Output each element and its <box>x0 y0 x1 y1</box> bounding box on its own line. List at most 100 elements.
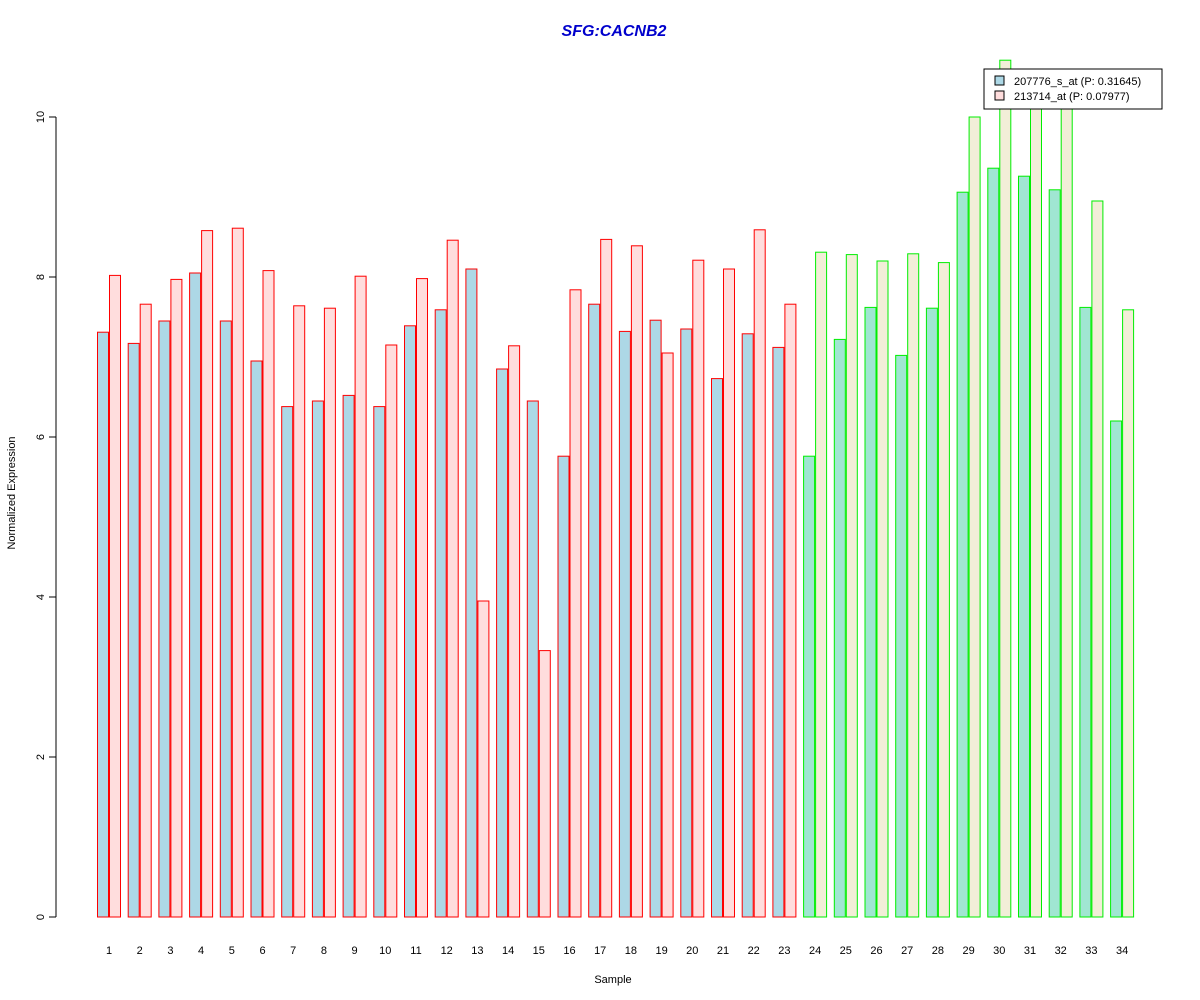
bar-series-1 <box>281 406 294 918</box>
x-tick-label: 26 <box>870 945 882 957</box>
x-tick-label: 17 <box>594 945 606 957</box>
bar-series-2 <box>323 307 336 918</box>
x-tick-label: 27 <box>901 945 913 957</box>
x-tick-label: 32 <box>1055 945 1067 957</box>
bar-series-2 <box>477 600 490 918</box>
bar-series-1 <box>680 328 693 918</box>
bar-series-1 <box>956 191 969 918</box>
bar-series-2 <box>201 230 214 918</box>
bar-series-2 <box>1060 94 1073 918</box>
bar-series-1 <box>434 309 447 918</box>
bar-series-1 <box>1110 420 1123 918</box>
y-tick-label: 10 <box>35 111 47 123</box>
x-tick-label: 18 <box>625 945 637 957</box>
chart-title: SFG:CACNB2 <box>562 23 667 40</box>
bar-series-2 <box>416 278 428 918</box>
x-tick-label: 7 <box>290 945 296 957</box>
bar-series-1 <box>219 320 232 918</box>
bar-series-2 <box>1091 200 1104 918</box>
x-tick-label: 16 <box>563 945 575 957</box>
bar-series-2 <box>139 303 152 918</box>
bar-series-1 <box>158 320 171 918</box>
y-tick-label: 6 <box>35 434 47 440</box>
bar-series-2 <box>354 275 367 918</box>
bar-series-1 <box>1048 189 1061 918</box>
bar-series-1 <box>404 325 416 918</box>
x-tick-label: 34 <box>1116 945 1128 957</box>
y-axis-label: Normalized Expression <box>6 436 18 549</box>
bar-series-1 <box>311 400 324 918</box>
legend-swatch-series-2 <box>994 90 1005 101</box>
y-tick-label: 4 <box>35 594 47 600</box>
bar-series-1 <box>526 400 539 918</box>
x-tick-label: 28 <box>932 945 944 957</box>
bar-series-1 <box>987 167 1000 918</box>
x-tick-label: 33 <box>1085 945 1097 957</box>
bar-series-1 <box>127 342 140 918</box>
legend-label-series-1: 207776_s_at (P: 0.31645) <box>1014 76 1141 88</box>
bar-series-2 <box>784 303 797 918</box>
bar-series-1 <box>1079 306 1092 918</box>
x-tick-label: 10 <box>379 945 391 957</box>
bar-series-1 <box>97 331 109 918</box>
bar-series-2 <box>999 59 1012 918</box>
bar-series-1 <box>588 303 601 918</box>
bar-series-2 <box>170 278 183 918</box>
bar-series-2 <box>600 238 613 918</box>
bar-series-2 <box>845 254 858 918</box>
bar-series-2 <box>937 262 950 918</box>
bar-series-2 <box>538 650 551 918</box>
bar-series-1 <box>1018 175 1030 918</box>
x-tick-label: 4 <box>198 945 204 957</box>
bar-series-1 <box>649 319 662 918</box>
x-tick-label: 30 <box>993 945 1005 957</box>
x-tick-labels: 1 2 3 4 5 6 7 8 9 10 11 12 13 14 15 16 17 18 19 20 21 22 23 24 2… <box>106 945 1128 957</box>
x-tick-label: 25 <box>840 945 852 957</box>
x-tick-label: 6 <box>259 945 265 957</box>
bar-series-1 <box>864 306 877 918</box>
bar-series-1 <box>342 394 355 918</box>
bar-series-2 <box>1122 309 1135 918</box>
y-tick-label: 0 <box>35 914 47 920</box>
bar-series-1 <box>711 378 723 918</box>
x-tick-label: 24 <box>809 945 821 957</box>
bar-series-2 <box>753 229 766 918</box>
x-tick-label: 8 <box>321 945 327 957</box>
x-tick-label: 2 <box>137 945 143 957</box>
x-tick-label: 31 <box>1024 945 1036 957</box>
bar-series-2 <box>109 274 121 918</box>
bar-series-2 <box>661 352 674 918</box>
bar-series-1 <box>373 406 386 918</box>
bar-series-2 <box>723 268 735 918</box>
x-tick-label: 1 <box>106 945 112 957</box>
bar-series-2 <box>231 227 244 918</box>
bar-series-2 <box>968 116 981 918</box>
bar-series-2 <box>385 344 398 918</box>
bar-series-1 <box>250 360 263 918</box>
bar-series-1 <box>618 330 631 918</box>
x-tick-label: 23 <box>778 945 790 957</box>
legend-label-series-2: 213714_at (P: 0.07977) <box>1014 91 1130 103</box>
x-tick-label: 21 <box>717 945 729 957</box>
x-tick-label: 11 <box>410 945 421 957</box>
x-tick-label: 9 <box>352 945 358 957</box>
x-tick-label: 20 <box>686 945 698 957</box>
bar-series-1 <box>741 333 754 918</box>
x-tick-label: 13 <box>471 945 483 957</box>
bar-series-2 <box>293 305 306 918</box>
x-tick-label: 5 <box>229 945 235 957</box>
bar-series-2 <box>630 245 643 918</box>
bar-series-2 <box>1030 94 1042 918</box>
x-tick-label: 19 <box>655 945 667 957</box>
bar-series-1 <box>465 268 478 918</box>
x-tick-label: 14 <box>502 945 514 957</box>
bar-series-1 <box>833 338 846 918</box>
bar-series-1 <box>803 455 816 918</box>
bar-series-2 <box>508 345 521 918</box>
bar-series-1 <box>925 307 938 918</box>
x-tick-label: 15 <box>533 945 545 957</box>
bar-series-2 <box>815 251 828 918</box>
bar-series-2 <box>262 270 275 918</box>
bar-series-1 <box>772 346 785 918</box>
